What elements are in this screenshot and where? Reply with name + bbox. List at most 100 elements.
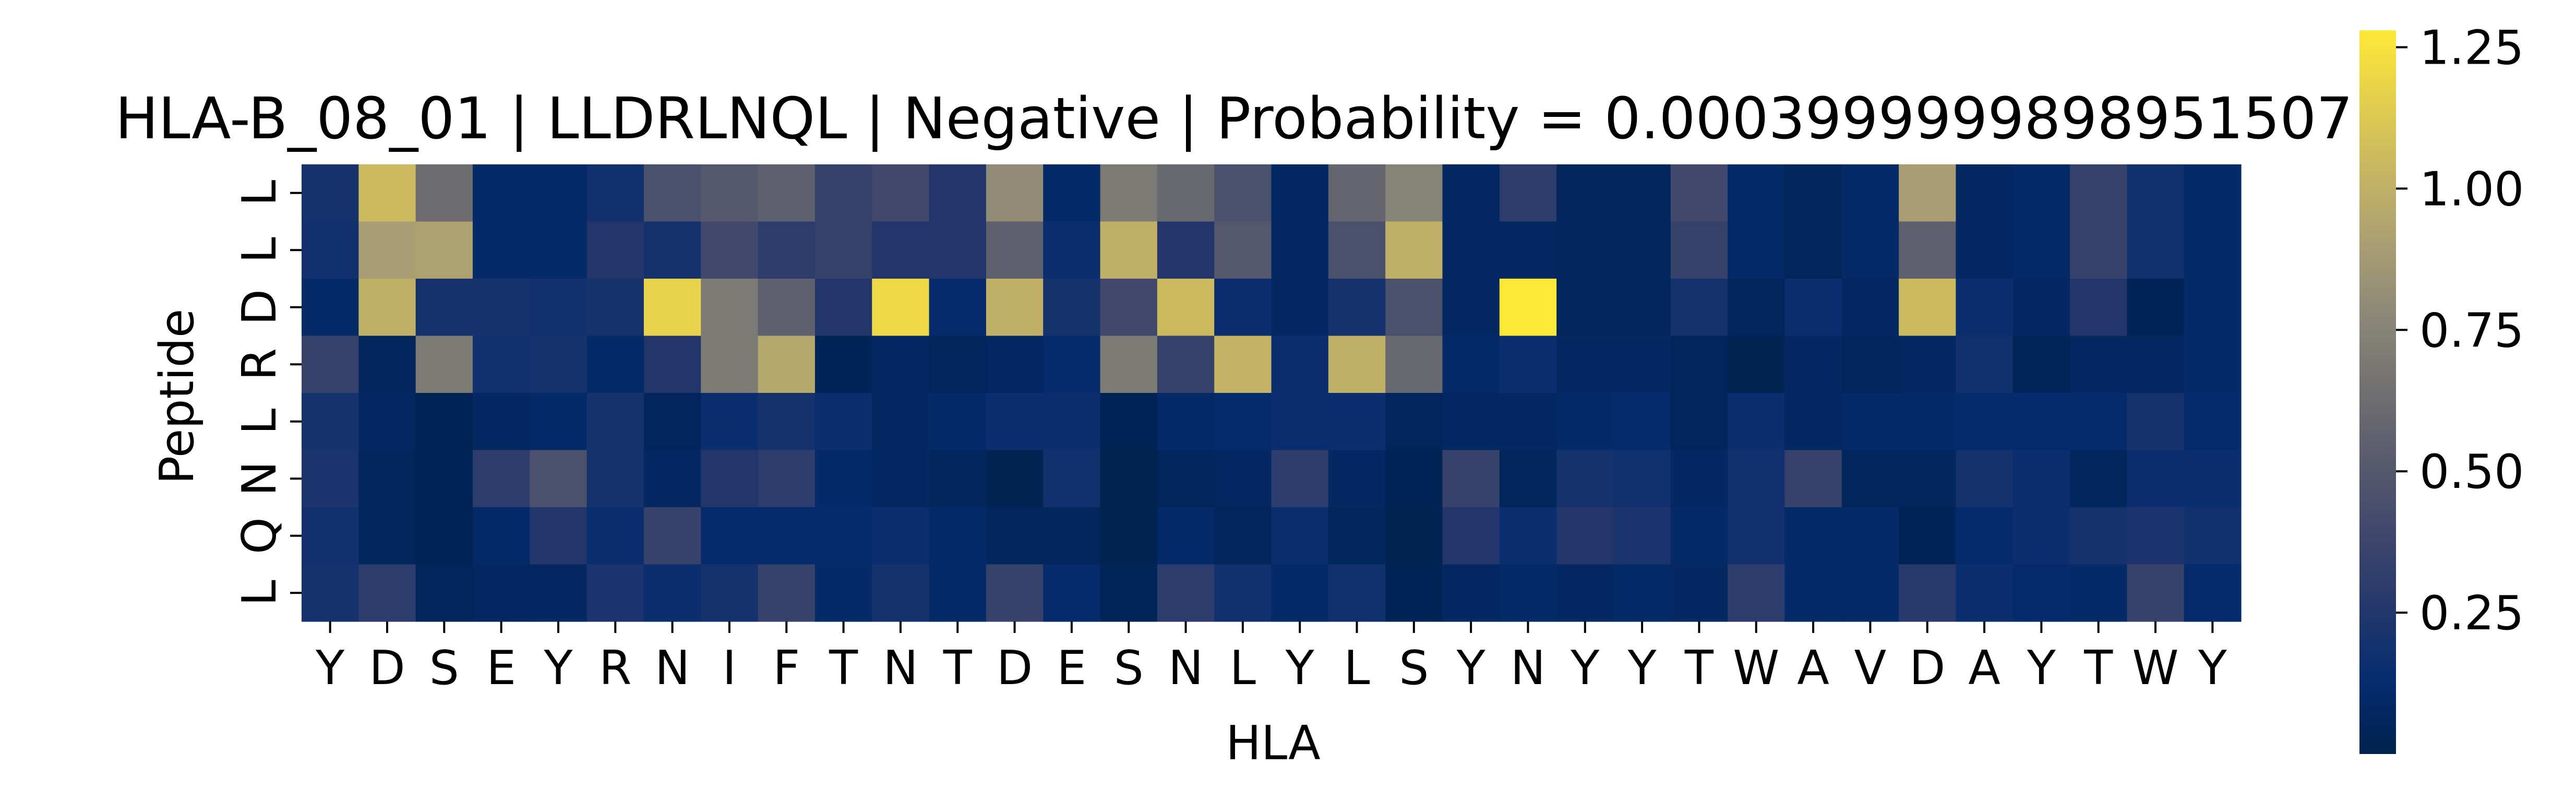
heatmap-cell <box>2070 564 2127 622</box>
x-tick-label: V <box>1854 641 1887 696</box>
heatmap-cell <box>1100 564 1158 622</box>
heatmap-cell <box>1956 221 2014 279</box>
heatmap-cell <box>530 564 588 622</box>
heatmap-cell <box>1442 221 1500 279</box>
y-tick-label: L <box>232 180 287 206</box>
heatmap-cell <box>2070 221 2127 279</box>
x-tick-label: L <box>1230 641 1256 696</box>
heatmap-cell <box>1499 336 1557 393</box>
heatmap-cell <box>1214 164 1272 222</box>
heatmap-cell <box>586 164 644 222</box>
heatmap-cell <box>1214 450 1272 508</box>
x-tick-label: F <box>773 641 800 696</box>
heatmap-cell <box>1556 279 1614 337</box>
heatmap-cell <box>1442 336 1500 393</box>
heatmap-cell <box>1385 279 1443 337</box>
heatmap-cell <box>758 221 816 279</box>
colorbar-tick-label: 1.00 <box>2419 162 2524 217</box>
heatmap-cell <box>1157 164 1215 222</box>
x-tick-label: Y <box>1570 641 1600 696</box>
x-tick-label: R <box>599 641 632 696</box>
heatmap-cell <box>1043 164 1101 222</box>
heatmap-cell <box>872 393 930 451</box>
heatmap-cell <box>1728 336 1786 393</box>
y-tick-label: L <box>232 580 287 606</box>
heatmap-cell <box>302 279 359 337</box>
heatmap-cell <box>758 564 816 622</box>
heatmap-cell <box>1841 221 1899 279</box>
heatmap-cell <box>2070 393 2127 451</box>
heatmap-cell <box>1841 393 1899 451</box>
heatmap-cell <box>1499 393 1557 451</box>
heatmap-cell <box>1613 507 1671 565</box>
heatmap-cell <box>1728 393 1786 451</box>
heatmap-cell <box>415 393 473 451</box>
heatmap-cell <box>1841 336 1899 393</box>
heatmap-cell <box>415 336 473 393</box>
heatmap-cell <box>1043 450 1101 508</box>
heatmap-cell <box>1956 336 2014 393</box>
colorbar-tick-label: 0.75 <box>2419 303 2524 358</box>
heatmap-cell <box>1271 164 1329 222</box>
heatmap-cell <box>1328 221 1386 279</box>
heatmap-cell <box>472 336 530 393</box>
heatmap-cell <box>2184 336 2242 393</box>
heatmap-cell <box>701 164 759 222</box>
heatmap-cell <box>472 279 530 337</box>
heatmap-cell <box>1784 279 1842 337</box>
y-tick-label: L <box>232 237 287 263</box>
heatmap-cell <box>2012 507 2070 565</box>
heatmap-cell <box>1956 279 2014 337</box>
x-tick-label: Y <box>1285 641 1315 696</box>
heatmap-cell <box>1328 164 1386 222</box>
heatmap-cell <box>1271 393 1329 451</box>
x-tick-label: A <box>1797 641 1829 696</box>
heatmap-cell <box>1100 336 1158 393</box>
heatmap-cell <box>1899 221 1956 279</box>
x-tick-label: S <box>1399 641 1429 696</box>
heatmap-cell <box>1043 221 1101 279</box>
heatmap-cell <box>1499 164 1557 222</box>
heatmap-cell <box>2070 279 2127 337</box>
heatmap-cell <box>1442 450 1500 508</box>
heatmap-cell <box>814 393 872 451</box>
heatmap-cell <box>1784 221 1842 279</box>
heatmap-cell <box>2012 164 2070 222</box>
heatmap-cell <box>415 221 473 279</box>
heatmap-cell <box>1499 507 1557 565</box>
x-tick-label: E <box>486 641 516 696</box>
y-tick-label: D <box>232 289 287 325</box>
heatmap-cell <box>929 564 987 622</box>
heatmap-cells <box>302 164 2242 622</box>
heatmap-cell <box>1328 336 1386 393</box>
heatmap-cell <box>872 279 930 337</box>
heatmap-cell <box>758 164 816 222</box>
heatmap-cell <box>302 336 359 393</box>
heatmap-cell <box>929 507 987 565</box>
heatmap-cell <box>358 336 416 393</box>
heatmap-cell <box>472 564 530 622</box>
heatmap-cell <box>1328 279 1386 337</box>
heatmap-cell <box>814 279 872 337</box>
heatmap-cell <box>1043 393 1101 451</box>
heatmap-cell <box>1670 336 1728 393</box>
heatmap-cell <box>1784 564 1842 622</box>
heatmap-cell <box>643 507 701 565</box>
heatmap-cell <box>1100 164 1158 222</box>
heatmap-cell <box>1100 279 1158 337</box>
heatmap-cell <box>701 564 759 622</box>
heatmap-cell <box>530 507 588 565</box>
x-tick-label: W <box>1733 641 1779 696</box>
heatmap-cell <box>2184 507 2242 565</box>
heatmap-cell <box>1043 564 1101 622</box>
heatmap-cell <box>1841 450 1899 508</box>
heatmap-cell <box>2070 336 2127 393</box>
heatmap-cell <box>1728 507 1786 565</box>
x-tick-label: T <box>829 641 858 696</box>
heatmap-cell <box>701 450 759 508</box>
heatmap-cell <box>415 450 473 508</box>
heatmap-cell <box>586 279 644 337</box>
heatmap-cell <box>986 507 1044 565</box>
colorbar-tick-label: 0.25 <box>2419 586 2524 641</box>
